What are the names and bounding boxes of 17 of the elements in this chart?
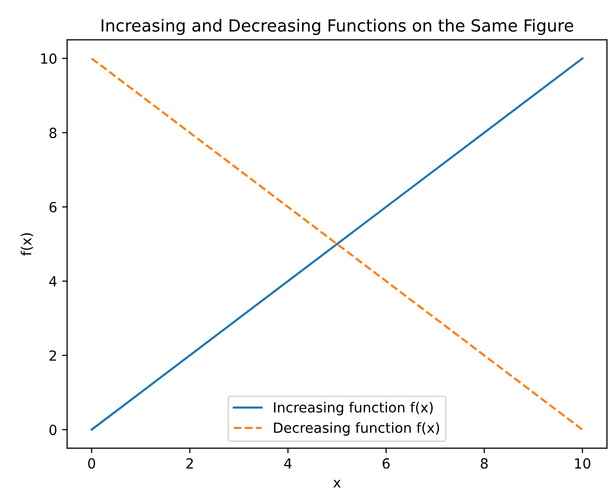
x-tick-label: 4: [284, 458, 292, 468]
y-tick-label: 6: [50, 202, 57, 212]
y-tick-label: 8: [49, 128, 56, 138]
x-tick-label: 8: [480, 458, 488, 469]
chart-title: Increasing and Decreasing Functions on the Same Figure: [102, 18, 574, 35]
legend-label: Increasing function f(x): [274, 402, 433, 416]
y-tick-label: 2: [50, 350, 56, 361]
y-tick-label: 0: [49, 424, 56, 436]
x-tick-label: 0: [88, 458, 96, 469]
y-tick-label: 4: [49, 276, 57, 286]
x-tick-label: 2: [186, 458, 193, 468]
legend-label: Decreasing function f(x): [274, 422, 440, 436]
x-tick-label: 10: [575, 458, 590, 469]
y-tick-label: 10: [41, 53, 56, 64]
x-tick-label: 6: [382, 458, 390, 469]
x-axis-title: x: [333, 480, 341, 488]
y-axis-title: f(x): [20, 233, 34, 256]
